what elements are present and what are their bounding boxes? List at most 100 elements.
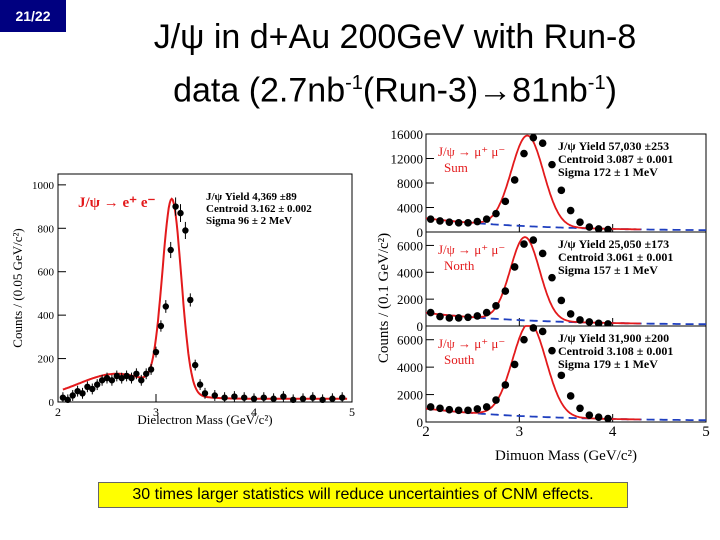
data-point xyxy=(241,394,248,401)
data-point xyxy=(557,186,566,195)
data-point xyxy=(59,394,67,401)
title-line-2: data (2.7nb-1(Run-3)→81nb-1) xyxy=(70,60,720,113)
data-point xyxy=(473,217,482,226)
data-point xyxy=(113,372,121,380)
data-point xyxy=(548,160,556,169)
data-point xyxy=(108,377,116,384)
data-point xyxy=(464,219,472,227)
slide-number: 21/22 xyxy=(0,0,66,32)
data-point xyxy=(548,273,556,282)
data-point xyxy=(594,319,603,328)
channel-label: J/ψ → e⁺ e⁻ xyxy=(78,195,155,211)
data-point xyxy=(133,370,140,377)
data-point xyxy=(566,392,575,400)
data-point xyxy=(594,225,603,233)
y-tick-label: 4000 xyxy=(397,265,423,280)
dimuon-mass-plot: Counts / (0.1 GeV/c²) Dimuon Mass (GeV/c… xyxy=(376,128,710,464)
sigma-label: Sigma 179 ± 1 MeV xyxy=(558,357,658,371)
centroid-label: Centroid 3.087 ± 0.001 xyxy=(558,152,673,166)
data-point xyxy=(482,308,491,317)
data-point xyxy=(510,263,519,271)
y-tick-label: 4000 xyxy=(397,360,423,375)
title-text-a: data (2.7nb xyxy=(173,71,346,110)
data-point xyxy=(594,413,603,422)
panel-frame xyxy=(425,231,707,327)
title-sup-2: -1 xyxy=(587,72,606,94)
y-tick-label: 2000 xyxy=(397,292,423,307)
y-tick-label: 12000 xyxy=(391,152,424,167)
data-point xyxy=(557,371,566,380)
data-point xyxy=(79,390,86,397)
data-point xyxy=(211,392,218,399)
title-sup-1: -1 xyxy=(345,72,363,94)
data-point xyxy=(152,348,160,356)
data-point xyxy=(454,406,463,415)
title-text-d: ) xyxy=(605,71,617,110)
data-point xyxy=(172,203,179,210)
data-point xyxy=(510,360,519,369)
data-point xyxy=(538,139,547,147)
dielectron-mass-plot: Counts / (0.05 GeV/c²) Dielectron Mass (… xyxy=(10,173,355,427)
data-point xyxy=(182,227,189,234)
x-tick-label: 4 xyxy=(251,405,257,419)
data-point xyxy=(299,395,307,402)
data-point xyxy=(445,405,454,414)
x-axis-label: Dimuon Mass (GeV/c²) xyxy=(495,448,637,464)
data-point xyxy=(187,296,194,304)
sigma-label: Sigma 172 ± 1 MeV xyxy=(558,165,658,179)
data-point xyxy=(128,374,135,382)
data-point xyxy=(69,392,76,399)
y-tick-label: 2000 xyxy=(397,388,423,403)
yield-label: J/ψ Yield 4,369 ±89 xyxy=(206,191,297,203)
data-point xyxy=(94,381,101,388)
data-point xyxy=(167,246,174,254)
data-point xyxy=(138,377,145,384)
yield-label: J/ψ Yield 31,900 ±200 xyxy=(558,331,669,345)
yield-label: J/ψ Yield 57,030 ±253 xyxy=(558,139,669,153)
slide-title: J/ψ in d+Au 200GeV with Run-8 data (2.7n… xyxy=(70,14,720,113)
y-tick-label: 0 xyxy=(417,319,424,334)
data-point xyxy=(192,361,199,369)
data-point xyxy=(339,394,346,401)
data-point xyxy=(147,366,155,373)
panel-north: 0 2000 4000 6000 J/ψ → μ⁺ μ⁻North J/ψ Yield 2… xyxy=(397,231,707,334)
data-point xyxy=(329,395,336,402)
data-point xyxy=(585,411,594,419)
data-point xyxy=(426,215,435,223)
data-point xyxy=(143,370,150,377)
data-point xyxy=(98,377,106,384)
data-point xyxy=(89,385,96,393)
data-point xyxy=(74,387,81,395)
data-point xyxy=(196,381,204,388)
data-point xyxy=(436,312,444,321)
data-point xyxy=(118,374,125,382)
data-point xyxy=(576,404,584,413)
x-tick-label: 5 xyxy=(349,405,355,419)
panel-frame xyxy=(425,325,707,423)
y-tick-label: 0 xyxy=(417,415,424,430)
data-point xyxy=(529,324,538,332)
y-tick-label: 200 xyxy=(38,354,55,366)
data-point xyxy=(548,346,556,355)
data-point xyxy=(436,217,444,225)
panel-south: 0 2000 4000 6000 J/ψ → μ⁺ μ⁻South J/ψ Yield 3… xyxy=(397,324,707,430)
data-point xyxy=(604,225,612,234)
data-point xyxy=(157,322,165,330)
data-point xyxy=(103,374,111,382)
yield-label: J/ψ Yield 25,050 ±173 xyxy=(558,237,669,251)
panel-name: South xyxy=(444,352,475,367)
data-point xyxy=(576,218,584,226)
data-point xyxy=(426,308,435,317)
data-point xyxy=(557,296,566,305)
data-point xyxy=(201,390,209,397)
title-text-c: 81nb xyxy=(512,71,588,110)
y-tick-label: 8000 xyxy=(397,176,423,191)
x-tick-label: 3 xyxy=(153,405,159,419)
title-text-b: (Run-3) xyxy=(362,71,479,110)
data-point xyxy=(501,381,510,389)
data-point xyxy=(492,396,500,404)
data-point xyxy=(319,396,326,404)
data-point xyxy=(84,383,91,390)
data-point xyxy=(445,218,454,226)
data-point xyxy=(492,209,500,218)
